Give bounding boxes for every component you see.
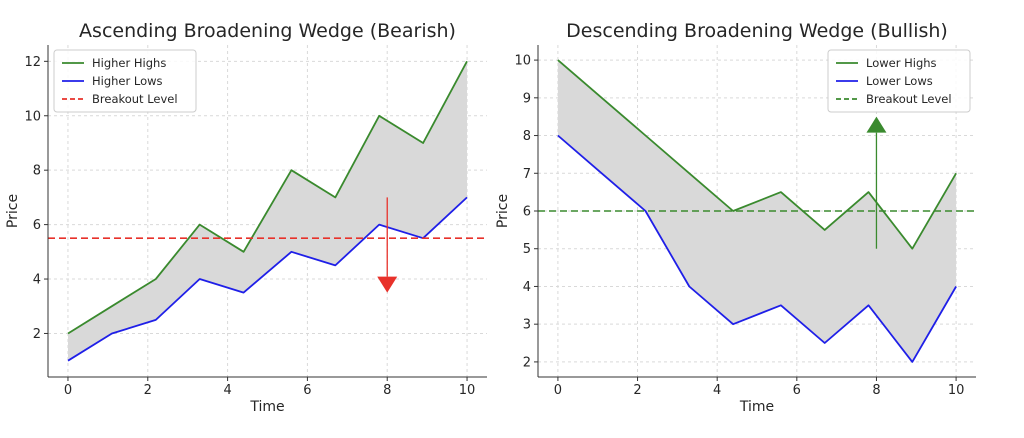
y-tick-label: 4 <box>523 280 531 295</box>
chart-title: Descending Broadening Wedge (Bullish) <box>566 20 948 42</box>
x-tick-label: 6 <box>793 383 801 398</box>
series-line-lows <box>557 134 957 363</box>
y-tick-label: 9 <box>523 91 531 106</box>
series-line-lows <box>67 196 468 362</box>
chart-title: Ascending Broadening Wedge (Bearish) <box>79 20 456 42</box>
y-tick-label: 6 <box>523 205 531 220</box>
arrow-head-up <box>866 116 887 133</box>
y-tick-label: 2 <box>523 355 531 370</box>
wedge-fill <box>557 60 957 362</box>
y-tick-label: 8 <box>33 164 41 179</box>
y-tick-label: 7 <box>523 167 531 182</box>
y-tick-label: 8 <box>523 129 531 144</box>
x-tick-label: 8 <box>872 383 880 398</box>
legend-entry: Breakout Level <box>866 92 952 106</box>
legend-entry: Higher Lows <box>92 74 163 88</box>
x-tick-label: 2 <box>144 383 152 398</box>
legend: Lower Highs Lower Lows Breakout Level <box>827 49 971 113</box>
x-tick-label: 4 <box>223 383 231 398</box>
y-tick-label: 2 <box>33 327 41 342</box>
legend-entry: Higher Highs <box>92 56 166 70</box>
y-tick-label: 12 <box>24 55 41 70</box>
y-axis-label: Price <box>495 194 511 228</box>
y-tick-label: 3 <box>523 318 531 333</box>
series-line-highs <box>557 59 957 250</box>
legend-entry: Lower Lows <box>866 74 933 88</box>
chart-panel-2: 0 2 4 6 8 10 2 3 4 5 6 7 8 9 10 Descending Broadening W… <box>495 20 976 415</box>
legend-box <box>827 49 971 113</box>
x-tick-label: 8 <box>383 383 391 398</box>
legend: Higher Highs Higher Lows Breakout Level <box>53 49 197 113</box>
legend-entry: Lower Highs <box>866 56 937 70</box>
x-tick-label: 4 <box>713 383 721 398</box>
x-tick-label: 6 <box>303 383 311 398</box>
x-tick-label: 0 <box>64 383 72 398</box>
legend-box <box>53 49 197 113</box>
x-tick-label: 10 <box>459 383 476 398</box>
x-tick-label: 2 <box>633 383 641 398</box>
y-tick-label: 10 <box>24 109 41 124</box>
x-tick-label: 10 <box>948 383 965 398</box>
x-tick-label: 0 <box>554 383 562 398</box>
chart-panel-1: 0 2 4 6 8 10 2 4 6 8 10 12 Ascending Broadening Wedg… <box>5 20 487 415</box>
y-tick-label: 4 <box>33 273 41 288</box>
y-tick-label: 10 <box>514 54 531 69</box>
y-axis-label: Price <box>5 194 21 228</box>
y-tick-label: 5 <box>523 242 531 257</box>
series-line-highs <box>67 60 468 335</box>
x-axis-label: Time <box>249 399 284 415</box>
x-axis-label: Time <box>739 399 774 415</box>
legend-entry: Breakout Level <box>92 92 178 106</box>
y-tick-label: 6 <box>33 218 41 233</box>
arrow-head-down <box>377 276 398 293</box>
